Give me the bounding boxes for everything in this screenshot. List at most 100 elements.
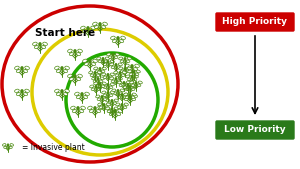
Ellipse shape [120, 70, 124, 73]
Ellipse shape [109, 94, 113, 96]
Ellipse shape [10, 144, 14, 146]
Ellipse shape [118, 81, 122, 84]
Ellipse shape [129, 93, 131, 97]
Ellipse shape [128, 70, 132, 73]
Ellipse shape [121, 103, 123, 107]
Ellipse shape [124, 93, 128, 96]
Ellipse shape [130, 81, 134, 84]
Ellipse shape [98, 85, 102, 88]
Ellipse shape [133, 94, 137, 98]
Ellipse shape [107, 60, 109, 64]
Ellipse shape [88, 59, 92, 64]
Ellipse shape [65, 66, 69, 69]
Ellipse shape [108, 56, 112, 58]
Ellipse shape [114, 71, 118, 74]
Ellipse shape [96, 74, 100, 76]
Ellipse shape [118, 77, 122, 80]
Ellipse shape [103, 86, 107, 88]
Ellipse shape [115, 63, 117, 67]
Ellipse shape [61, 89, 64, 93]
Ellipse shape [121, 74, 125, 76]
Ellipse shape [112, 40, 116, 43]
Ellipse shape [103, 22, 107, 25]
Ellipse shape [20, 66, 23, 70]
Ellipse shape [74, 74, 76, 78]
Ellipse shape [104, 60, 108, 62]
Ellipse shape [78, 74, 82, 77]
Ellipse shape [122, 71, 126, 74]
Ellipse shape [129, 73, 133, 75]
Ellipse shape [94, 106, 97, 111]
Ellipse shape [107, 91, 109, 95]
Ellipse shape [135, 81, 137, 85]
Ellipse shape [96, 95, 100, 98]
Text: = Invasive plant: = Invasive plant [22, 143, 85, 152]
Ellipse shape [95, 70, 99, 73]
Ellipse shape [120, 60, 124, 62]
Ellipse shape [25, 89, 29, 92]
Ellipse shape [103, 63, 107, 65]
Ellipse shape [105, 106, 109, 108]
Ellipse shape [9, 146, 12, 148]
Ellipse shape [103, 98, 107, 100]
Ellipse shape [123, 86, 127, 88]
Ellipse shape [76, 106, 80, 111]
Ellipse shape [97, 98, 101, 100]
Ellipse shape [81, 106, 85, 110]
Ellipse shape [56, 93, 61, 95]
Ellipse shape [92, 63, 96, 66]
Ellipse shape [131, 88, 135, 90]
Ellipse shape [15, 89, 19, 92]
Ellipse shape [126, 68, 130, 70]
Ellipse shape [118, 63, 122, 66]
Ellipse shape [94, 71, 96, 75]
Ellipse shape [23, 70, 28, 73]
Ellipse shape [106, 99, 110, 102]
Ellipse shape [102, 82, 106, 85]
Ellipse shape [135, 64, 140, 67]
FancyBboxPatch shape [216, 121, 294, 139]
Ellipse shape [92, 77, 96, 80]
Ellipse shape [98, 103, 102, 106]
Ellipse shape [113, 102, 117, 104]
Ellipse shape [84, 63, 88, 66]
Ellipse shape [109, 86, 113, 88]
Ellipse shape [55, 66, 59, 69]
Ellipse shape [106, 103, 110, 106]
Ellipse shape [102, 73, 106, 76]
Ellipse shape [131, 75, 133, 79]
Ellipse shape [89, 30, 94, 32]
Ellipse shape [111, 99, 113, 103]
Ellipse shape [119, 40, 124, 43]
Ellipse shape [89, 110, 94, 113]
Ellipse shape [97, 57, 101, 60]
Ellipse shape [123, 94, 127, 98]
Ellipse shape [93, 59, 98, 62]
Ellipse shape [94, 67, 98, 70]
Ellipse shape [16, 93, 20, 95]
Ellipse shape [128, 67, 131, 70]
Ellipse shape [69, 78, 74, 80]
Ellipse shape [106, 107, 110, 110]
Ellipse shape [131, 96, 135, 98]
Ellipse shape [83, 96, 88, 99]
Ellipse shape [86, 26, 89, 30]
Ellipse shape [124, 85, 128, 88]
Ellipse shape [117, 66, 121, 68]
Ellipse shape [118, 109, 122, 112]
Ellipse shape [94, 82, 98, 85]
Ellipse shape [111, 107, 113, 111]
Ellipse shape [123, 96, 127, 98]
Ellipse shape [129, 85, 131, 89]
Ellipse shape [109, 76, 113, 78]
Ellipse shape [101, 95, 103, 99]
Ellipse shape [80, 110, 84, 113]
Ellipse shape [135, 73, 139, 75]
Ellipse shape [64, 70, 68, 73]
Ellipse shape [91, 26, 95, 29]
Ellipse shape [109, 63, 113, 65]
Ellipse shape [134, 68, 138, 70]
Ellipse shape [16, 70, 20, 73]
Ellipse shape [136, 70, 140, 73]
Ellipse shape [2, 144, 6, 146]
